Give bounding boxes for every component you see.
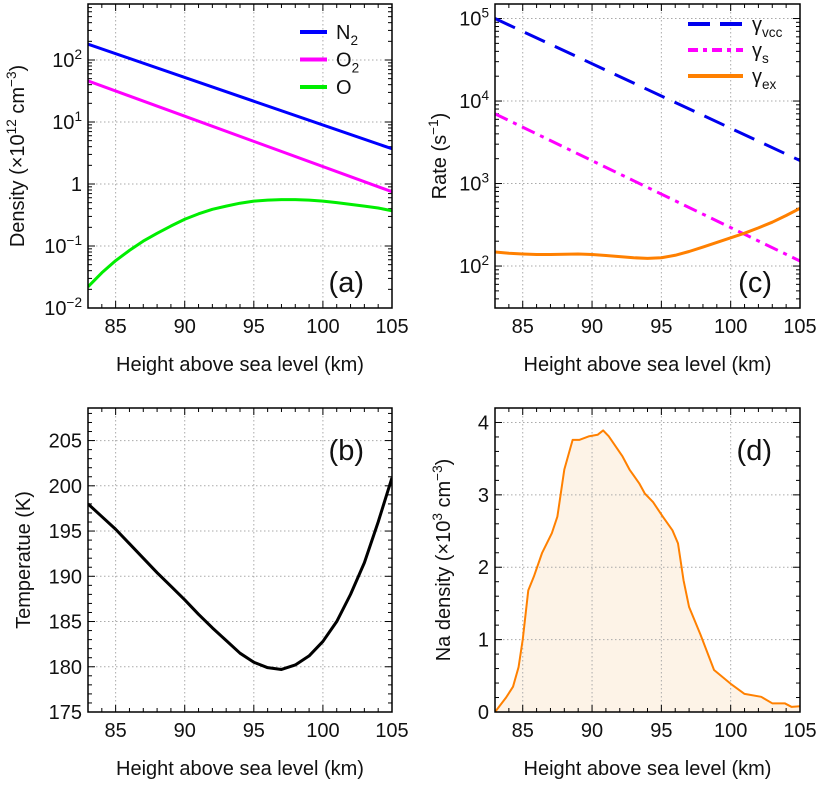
panel-d: 85 90 95 100 105 0 1 2 3 4 Height above sea level … bbox=[430, 407, 817, 780]
legend: N2​O2​O bbox=[300, 22, 359, 99]
y-tick-label: 10−1​ bbox=[44, 233, 82, 258]
plot-frame bbox=[87, 3, 393, 309]
area-fill bbox=[495, 430, 800, 712]
x-tick-label: 90 bbox=[581, 720, 603, 742]
y-tick-label: 185 bbox=[49, 612, 82, 634]
series-line-2 bbox=[495, 207, 800, 260]
x-tick-label: 100 bbox=[714, 720, 747, 742]
plot-frame bbox=[494, 407, 801, 713]
y-tick-label: 102​ bbox=[459, 253, 489, 278]
y-tick-label: 4 bbox=[478, 412, 489, 434]
legend-label: γs​ bbox=[752, 40, 769, 66]
x-tick-label: 95 bbox=[650, 316, 672, 338]
y-axis-label: Rate (s−1​) bbox=[426, 113, 451, 200]
y-tick-label: 10−2​ bbox=[44, 295, 82, 320]
legend-label: O bbox=[336, 77, 352, 99]
x-tick-label: 95 bbox=[650, 720, 672, 742]
x-tick-label: 85 bbox=[105, 720, 127, 742]
y-tick-label: 205 bbox=[49, 431, 82, 453]
x-axis-label: Height above sea level (km) bbox=[116, 354, 364, 376]
y-tick-label: 2 bbox=[478, 557, 489, 579]
y-tick-label: 104​ bbox=[459, 88, 489, 113]
y-tick-label: 175 bbox=[49, 702, 82, 724]
panel-label: (b) bbox=[329, 435, 364, 467]
x-tick-label: 105 bbox=[783, 316, 816, 338]
panel-label: (a) bbox=[329, 267, 364, 299]
x-axis-label: Height above sea level (km) bbox=[524, 354, 772, 376]
x-tick-label: 85 bbox=[105, 316, 127, 338]
series-line-0 bbox=[88, 42, 392, 151]
x-tick-label: 90 bbox=[174, 720, 196, 742]
y-tick-label: 105​ bbox=[459, 6, 489, 31]
y-axis-label: Na density (×103​ cm−3​) bbox=[430, 459, 455, 662]
series-line-0 bbox=[88, 477, 392, 671]
panel-label: (c) bbox=[738, 267, 772, 299]
series-line-0 bbox=[495, 429, 800, 712]
x-tick-label: 95 bbox=[243, 316, 265, 338]
panel-label: (d) bbox=[737, 435, 772, 467]
y-axis-label: Temperatue (K) bbox=[13, 491, 35, 629]
x-axis-label: Height above sea level (km) bbox=[524, 758, 772, 780]
x-tick-label: 90 bbox=[174, 316, 196, 338]
y-tick-label: 0 bbox=[478, 702, 489, 724]
y-axis-label: Density (×1012​ cm−3​) bbox=[4, 65, 29, 247]
panel-b: 85 90 95 100 105 175 180 185 190 195 200 205 Height … bbox=[13, 407, 409, 780]
series-line-1 bbox=[495, 112, 800, 263]
y-tick-label: 101​ bbox=[52, 109, 82, 134]
series-line-0 bbox=[495, 17, 800, 162]
panel-c: 85 90 95 100 105 102​ 103​ 104​ 105​ Height above… bbox=[426, 3, 817, 376]
x-tick-label: 85 bbox=[512, 316, 534, 338]
y-tick-label: 1 bbox=[71, 174, 82, 196]
y-tick-label: 180 bbox=[49, 657, 82, 679]
legend-label: γex​ bbox=[752, 66, 777, 92]
y-tick-label: 103​ bbox=[459, 171, 489, 196]
x-tick-label: 90 bbox=[581, 316, 603, 338]
x-tick-label: 105 bbox=[375, 720, 408, 742]
x-tick-label: 100 bbox=[306, 316, 339, 338]
x-tick-label: 105 bbox=[783, 720, 816, 742]
legend: γvcc​γs​γex​ bbox=[688, 14, 783, 92]
legend-label: O2​ bbox=[336, 50, 359, 76]
x-tick-label: 100 bbox=[306, 720, 339, 742]
plot-frame bbox=[87, 407, 393, 713]
panel-a: 85 90 95 100 105 10−2​ 10−1​ 1 101​ 102​ Height ab… bbox=[4, 3, 409, 376]
y-tick-label: 190 bbox=[49, 566, 82, 588]
y-tick-label: 1 bbox=[478, 630, 489, 652]
y-tick-label: 102​ bbox=[52, 47, 82, 72]
series-line-2 bbox=[88, 198, 392, 288]
x-tick-label: 100 bbox=[714, 316, 747, 338]
series-line-1 bbox=[88, 79, 392, 194]
x-tick-label: 95 bbox=[243, 720, 265, 742]
x-tick-label: 85 bbox=[512, 720, 534, 742]
y-tick-label: 200 bbox=[49, 476, 82, 498]
y-tick-label: 195 bbox=[49, 521, 82, 543]
legend-label: γvcc​ bbox=[752, 14, 783, 40]
plot-frame bbox=[494, 3, 801, 309]
y-tick-label: 3 bbox=[478, 485, 489, 507]
x-tick-label: 105 bbox=[375, 316, 408, 338]
legend-label: N2​ bbox=[336, 22, 358, 48]
x-axis-label: Height above sea level (km) bbox=[116, 758, 364, 780]
